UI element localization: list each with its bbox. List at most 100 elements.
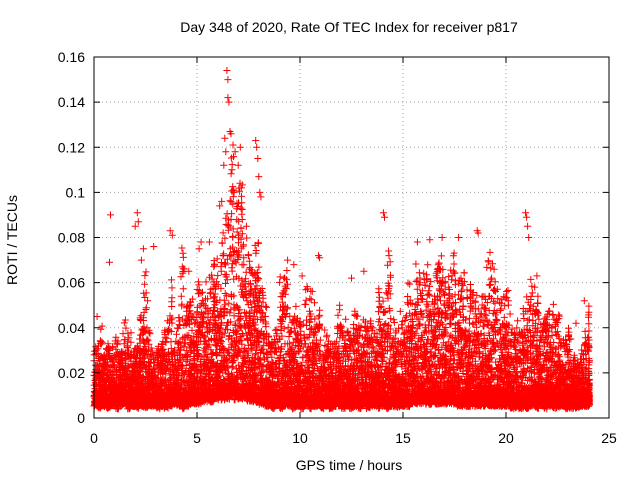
data-point — [112, 333, 120, 341]
data-point — [107, 361, 115, 369]
data-point — [228, 187, 236, 195]
data-point — [221, 301, 229, 309]
data-point — [243, 234, 251, 242]
data-points — [90, 67, 593, 413]
data-point — [127, 329, 135, 337]
data-point — [177, 292, 185, 300]
data-point — [97, 325, 105, 333]
data-point — [219, 252, 227, 259]
data-point — [276, 278, 284, 286]
data-point — [143, 335, 151, 343]
data-point — [121, 316, 129, 324]
data-point — [97, 340, 104, 348]
data-point — [302, 286, 310, 294]
data-point — [245, 257, 253, 265]
data-point — [306, 295, 314, 303]
data-point — [104, 340, 112, 348]
data-point — [94, 345, 102, 353]
data-point — [238, 192, 245, 200]
data-point — [142, 268, 150, 276]
data-point — [111, 377, 119, 385]
data-point — [168, 284, 176, 292]
data-point — [175, 314, 183, 322]
data-point — [238, 330, 246, 337]
data-point — [102, 345, 110, 353]
data-point — [179, 249, 187, 257]
data-point — [114, 337, 122, 345]
data-point — [228, 264, 236, 272]
data-point — [233, 228, 241, 236]
data-point — [123, 342, 131, 350]
data-point — [92, 350, 100, 358]
data-point — [127, 351, 135, 359]
data-point — [229, 232, 237, 240]
data-point — [228, 363, 236, 371]
data-point — [109, 344, 117, 352]
data-point — [125, 346, 132, 354]
data-point — [95, 398, 102, 406]
data-point — [222, 280, 229, 287]
data-point — [98, 338, 106, 346]
data-point — [175, 321, 183, 329]
data-point — [141, 280, 149, 288]
data-point — [127, 338, 135, 346]
data-point — [179, 285, 187, 293]
data-point — [99, 386, 107, 394]
data-point — [210, 293, 218, 301]
chart-title: Day 348 of 2020, Rate Of TEC Index for r… — [180, 19, 518, 35]
data-point — [118, 358, 126, 366]
data-point — [229, 225, 237, 233]
data-point — [237, 224, 245, 232]
data-point — [141, 272, 149, 280]
data-point — [178, 244, 186, 252]
data-point — [163, 334, 171, 342]
data-point — [127, 373, 135, 381]
data-point — [292, 302, 300, 310]
data-point — [92, 389, 99, 397]
data-point — [281, 274, 289, 282]
data-point — [141, 328, 149, 336]
data-point — [111, 402, 119, 410]
data-point — [301, 300, 309, 308]
data-point — [225, 299, 233, 307]
data-point — [91, 368, 99, 376]
data-point — [120, 368, 128, 376]
data-point — [167, 316, 175, 324]
data-point — [227, 170, 235, 178]
data-point — [168, 276, 175, 284]
data-point — [214, 272, 222, 280]
data-point — [240, 261, 248, 269]
data-point — [202, 278, 210, 286]
data-point — [276, 273, 284, 281]
data-point — [123, 350, 131, 358]
data-point — [136, 347, 144, 355]
data-point — [120, 387, 128, 395]
data-point — [101, 351, 109, 359]
data-point — [131, 369, 139, 377]
data-point — [120, 319, 128, 327]
data-point — [255, 263, 263, 271]
data-point — [125, 334, 133, 342]
data-point — [228, 210, 236, 218]
data-point — [112, 345, 120, 353]
data-point — [107, 355, 115, 363]
data-point — [239, 242, 247, 250]
data-point — [238, 230, 246, 238]
data-point — [140, 323, 148, 331]
data-point — [136, 314, 144, 322]
data-point — [103, 403, 111, 411]
data-point — [194, 278, 202, 286]
data-point — [110, 362, 118, 370]
data-point — [254, 240, 262, 248]
data-point — [98, 322, 106, 330]
data-point — [168, 303, 176, 310]
data-point — [132, 354, 140, 362]
data-point — [124, 329, 132, 337]
data-point — [235, 217, 243, 225]
data-point — [236, 187, 244, 195]
data-point — [122, 324, 130, 332]
data-point — [283, 267, 291, 274]
data-point — [136, 335, 144, 343]
data-point — [99, 385, 106, 393]
